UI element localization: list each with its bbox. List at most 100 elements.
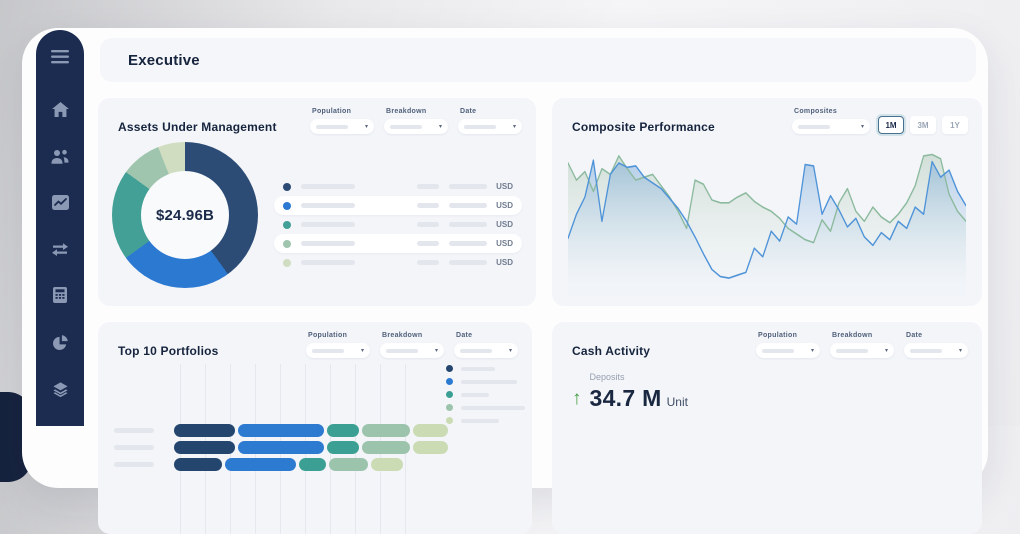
legend-currency: USD: [496, 201, 513, 210]
chevron-down-icon: ▾: [508, 347, 512, 354]
aum-legend-row: USD: [274, 253, 522, 272]
dropdown-placeholder: [836, 348, 868, 353]
breakdown-filter: Breakdown ▾: [380, 332, 444, 358]
date-dropdown[interactable]: ▾: [904, 343, 968, 358]
portfolios-filters: Population ▾ Breakdown ▾ Date ▾: [306, 332, 518, 358]
legend-currency: USD: [496, 258, 513, 267]
legend-dot: [446, 391, 453, 398]
legend-label-redacted: [461, 366, 495, 371]
holdings-icon[interactable]: [50, 382, 70, 397]
legend-dot: [446, 417, 453, 424]
population-filter: Population ▾: [306, 332, 370, 358]
legend-dot: [446, 404, 453, 411]
portfolios-legend-item: [446, 388, 525, 401]
population-dropdown[interactable]: ▾: [306, 343, 370, 358]
portfolio-label-redacted: [114, 428, 154, 433]
dropdown-placeholder: [316, 124, 348, 129]
composite-controls: Composites ▾ 1M 3M 1Y: [792, 108, 968, 134]
executive-dashboard: Executive Assets Under Management Popula…: [0, 30, 982, 534]
dropdown-placeholder: [798, 124, 830, 129]
aum-card-title: Assets Under Management: [118, 120, 277, 134]
dropdown-placeholder: [460, 348, 492, 353]
date-filter: Date ▾: [458, 108, 522, 134]
legend-currency: USD: [496, 182, 513, 191]
portfolio-label-redacted: [114, 445, 154, 450]
trend-up-arrow-icon: ↑: [572, 388, 582, 409]
chevron-down-icon: ▾: [364, 123, 368, 130]
portfolios-legend-item: [446, 401, 525, 414]
legend-value-redacted: [449, 222, 487, 227]
range-button-3m[interactable]: 3M: [910, 116, 936, 134]
legend-dot: [283, 258, 291, 267]
legend-label-redacted: [461, 379, 517, 384]
home-icon[interactable]: [50, 102, 70, 118]
chevron-down-icon: ▾: [512, 123, 516, 130]
sidebar-nav: [36, 30, 84, 426]
chevron-down-icon: ▾: [884, 347, 888, 354]
legend-currency: USD: [496, 220, 513, 229]
legend-value-redacted: [417, 203, 439, 208]
aum-legend-row: USD: [274, 177, 522, 196]
chevron-down-icon: ▾: [810, 347, 814, 354]
chevron-down-icon: ▾: [438, 123, 442, 130]
portfolio-bar-row: [114, 441, 532, 454]
range-toggle-group: 1M 3M 1Y: [878, 116, 968, 134]
aum-legend-row: USD: [274, 196, 522, 215]
breakdown-dropdown[interactable]: ▾: [380, 343, 444, 358]
legend-dot: [446, 365, 453, 372]
performance-icon[interactable]: [50, 195, 70, 210]
date-dropdown[interactable]: ▾: [458, 119, 522, 134]
breakdown-filter-label: Breakdown: [832, 332, 873, 339]
breakdown-filter: Breakdown ▾: [830, 332, 894, 358]
portfolios-chart: [98, 362, 532, 534]
breakdown-filter-label: Breakdown: [382, 332, 423, 339]
deposits-value: 34.7 M: [589, 385, 662, 411]
range-button-1y[interactable]: 1Y: [942, 116, 968, 134]
chevron-down-icon: ▾: [360, 347, 364, 354]
breakdown-dropdown[interactable]: ▾: [830, 343, 894, 358]
allocation-icon[interactable]: [50, 334, 70, 351]
portfolios-legend-item: [446, 414, 525, 427]
deposits-label: Deposits: [589, 372, 625, 382]
card-composite-performance: Composite Performance Composites ▾ 1M 3M 1…: [552, 98, 982, 306]
population-filter-label: Population: [312, 108, 352, 115]
calculator-icon[interactable]: [50, 287, 70, 303]
population-dropdown[interactable]: ▾: [756, 343, 820, 358]
breakdown-filter: Breakdown ▾: [384, 108, 448, 134]
date-dropdown[interactable]: ▾: [454, 343, 518, 358]
date-filter-label: Date: [460, 108, 477, 115]
population-dropdown[interactable]: ▾: [310, 119, 374, 134]
composite-performance-chart: [568, 153, 966, 296]
portfolio-bar-row: [114, 458, 532, 471]
legend-dot: [283, 239, 291, 248]
legend-value-redacted: [417, 184, 439, 189]
legend-label-redacted: [461, 418, 499, 423]
legend-label-redacted: [301, 241, 355, 246]
bar-segment: [371, 458, 404, 471]
portfolios-card-title: Top 10 Portfolios: [118, 344, 219, 358]
portfolios-legend: [446, 362, 525, 427]
menu-icon[interactable]: [50, 50, 70, 64]
legend-label-redacted: [461, 392, 489, 397]
legend-dot: [283, 220, 291, 229]
legend-dot: [283, 182, 291, 191]
range-button-1m[interactable]: 1M: [878, 116, 904, 134]
date-filter-label: Date: [906, 332, 923, 339]
bar-segment: [238, 441, 325, 454]
dropdown-placeholder: [464, 124, 496, 129]
clients-icon[interactable]: [50, 149, 70, 164]
legend-dot: [446, 378, 453, 385]
composites-dropdown[interactable]: ▾: [792, 119, 870, 134]
bar-segment: [327, 441, 360, 454]
legend-label-redacted: [301, 260, 355, 265]
date-filter: Date ▾: [454, 332, 518, 358]
dropdown-placeholder: [762, 348, 794, 353]
chevron-down-icon: ▾: [958, 347, 962, 354]
bar-segment: [174, 441, 236, 454]
breakdown-dropdown[interactable]: ▾: [384, 119, 448, 134]
card-top-10-portfolios: Top 10 Portfolios Population ▾ Breakdown ▾ D…: [98, 322, 532, 534]
bar-segment: [413, 441, 448, 454]
legend-value-redacted: [449, 260, 487, 265]
transfers-icon[interactable]: [50, 241, 70, 256]
page-title: Executive: [128, 51, 200, 69]
